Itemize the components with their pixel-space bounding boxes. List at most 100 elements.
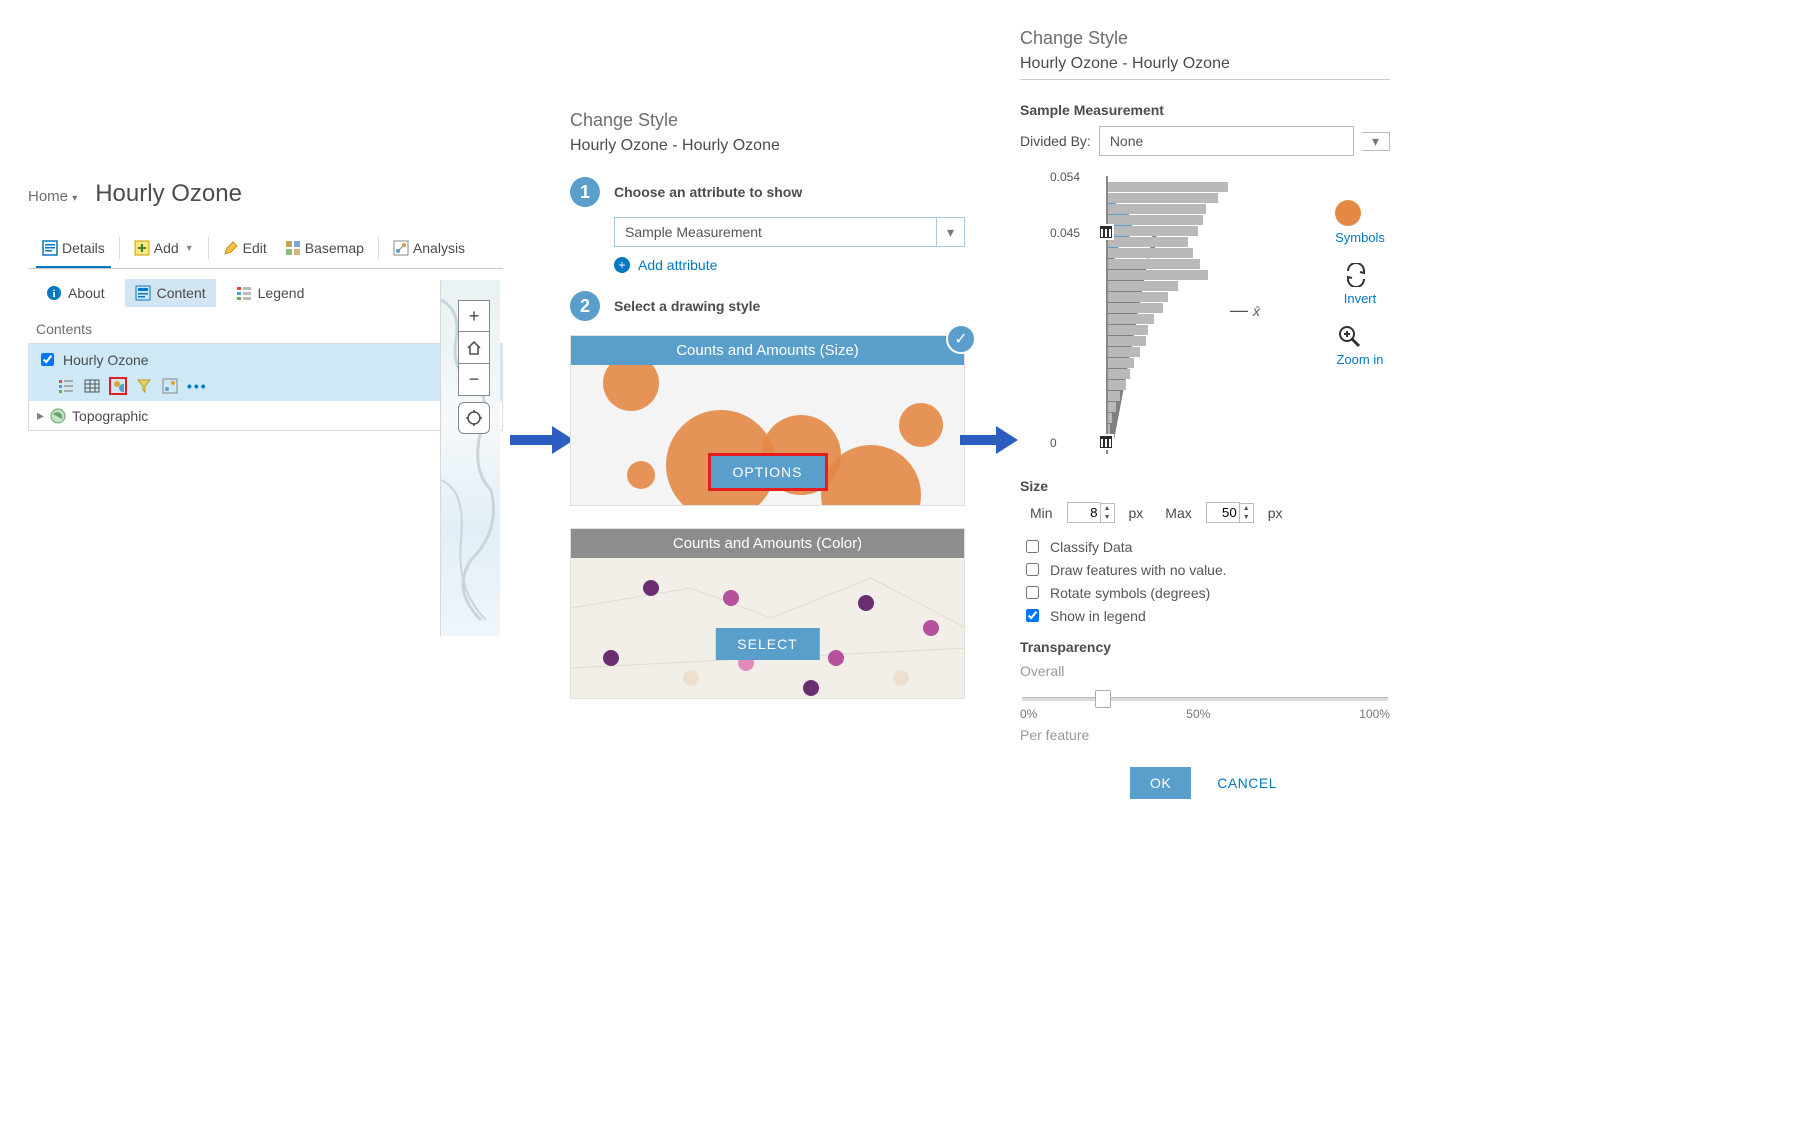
- hist-tick-bottom: 0: [1050, 436, 1057, 450]
- add-attribute-label: Add attribute: [638, 257, 717, 273]
- chevron-down-icon: ▼: [185, 243, 194, 253]
- perfeature-label: Per feature: [1020, 727, 1390, 743]
- transparency-slider[interactable]: [1022, 697, 1388, 701]
- step-1: 1 Choose an attribute to show: [570, 177, 965, 207]
- px-label-2: px: [1268, 505, 1283, 521]
- max-size-input[interactable]: ▲▼: [1206, 502, 1254, 523]
- chevron-down-icon[interactable]: ▾: [1362, 132, 1390, 151]
- change-style-tool-icon[interactable]: [109, 377, 127, 395]
- select-button[interactable]: SELECT: [715, 628, 819, 660]
- legend-row[interactable]: Show in legend: [1022, 606, 1390, 625]
- slider-thumb[interactable]: [1095, 690, 1111, 708]
- invert-tool[interactable]: Invert: [1344, 263, 1377, 306]
- style-counts-size-card[interactable]: ✓ Counts and Amounts (Size) OPTIONS: [570, 335, 965, 506]
- ok-button[interactable]: OK: [1130, 767, 1191, 799]
- filter-tool-icon[interactable]: [135, 377, 153, 395]
- map-title: Hourly Ozone: [95, 180, 242, 208]
- change-style-panel: Change Style Hourly Ozone - Hourly Ozone…: [570, 110, 965, 699]
- divided-by-row: Divided By: None ▾: [1020, 126, 1390, 156]
- content-icon: [135, 285, 151, 301]
- style-size-header: Counts and Amounts (Size): [571, 336, 964, 365]
- size-label: Size: [1020, 478, 1390, 494]
- classify-label: Classify Data: [1050, 539, 1132, 555]
- plus-icon: +: [614, 257, 630, 273]
- legend-tab[interactable]: Legend: [226, 279, 315, 307]
- basemap-globe-icon: [50, 408, 66, 424]
- rotate-checkbox[interactable]: [1026, 586, 1039, 599]
- divided-by-select[interactable]: None: [1099, 126, 1354, 156]
- change-style-heading: Change Style: [570, 110, 965, 131]
- style-counts-color-card[interactable]: Counts and Amounts (Color) SELECT: [570, 528, 965, 699]
- legend-checkbox[interactable]: [1026, 609, 1039, 622]
- classify-row[interactable]: Classify Data: [1022, 537, 1390, 556]
- symbols-tool[interactable]: Symbols: [1335, 200, 1385, 245]
- novalue-label: Draw features with no value.: [1050, 562, 1227, 578]
- edit-button[interactable]: Edit: [217, 234, 273, 268]
- flow-arrow-1: [510, 426, 574, 454]
- analysis-button[interactable]: Analysis: [387, 234, 471, 268]
- transparency-section: Overall 0% 50% 100% Per feature: [1020, 663, 1390, 743]
- max-spinner[interactable]: ▲▼: [1240, 503, 1254, 523]
- attribute-value: Sample Measurement: [614, 217, 937, 247]
- add-attribute-link[interactable]: + Add attribute: [614, 257, 965, 273]
- step-1-label: Choose an attribute to show: [614, 184, 802, 200]
- zoomin-label: Zoom in: [1337, 352, 1384, 367]
- tick-0: 0%: [1020, 707, 1037, 721]
- max-size-field[interactable]: [1206, 502, 1240, 523]
- locate-button[interactable]: [458, 402, 490, 434]
- upper-handle[interactable]: [1098, 224, 1114, 240]
- selected-check-icon: ✓: [946, 324, 976, 354]
- layer-visibility-checkbox[interactable]: [41, 353, 54, 366]
- min-size-input[interactable]: ▲▼: [1067, 502, 1115, 523]
- analysis-tool-icon[interactable]: [161, 377, 179, 395]
- divided-by-label: Divided By:: [1020, 133, 1091, 149]
- rotate-label: Rotate symbols (degrees): [1050, 585, 1210, 601]
- transparency-label: Transparency: [1020, 639, 1390, 655]
- attribute-select[interactable]: Sample Measurement ▾: [614, 217, 965, 247]
- novalue-checkbox[interactable]: [1026, 563, 1039, 576]
- lower-handle[interactable]: [1098, 434, 1114, 450]
- layer-hourly-ozone[interactable]: Hourly Ozone: [29, 344, 502, 375]
- add-button[interactable]: Add ▼: [128, 234, 200, 268]
- min-spinner[interactable]: ▲▼: [1101, 503, 1115, 523]
- details-tab[interactable]: Details: [36, 234, 111, 268]
- step-1-badge: 1: [570, 177, 600, 207]
- content-label: Content: [157, 285, 206, 301]
- chevron-down-icon[interactable]: ▾: [937, 217, 965, 247]
- about-tab[interactable]: i About: [36, 279, 115, 307]
- legend-label: Legend: [258, 285, 305, 301]
- overall-label: Overall: [1020, 663, 1390, 679]
- step-2-label: Select a drawing style: [614, 298, 760, 314]
- zoomin-tool[interactable]: Zoom in: [1337, 324, 1384, 367]
- svg-text:i: i: [52, 288, 55, 300]
- rotate-row[interactable]: Rotate symbols (degrees): [1022, 583, 1390, 602]
- more-options-button[interactable]: •••: [187, 378, 208, 394]
- symbol-tools: Symbols Invert Zoom in: [1330, 200, 1390, 367]
- legend-tool-icon[interactable]: [57, 377, 75, 395]
- layer-tool-row: •••: [29, 375, 502, 401]
- details-icon: [42, 240, 58, 256]
- size-section: Size Min ▲▼ px Max ▲▼ px: [1020, 478, 1390, 523]
- basemap-label: Basemap: [305, 240, 364, 256]
- style-size-preview: OPTIONS: [571, 365, 964, 505]
- cancel-button[interactable]: CANCEL: [1217, 775, 1277, 791]
- options-subtitle: Hourly Ozone - Hourly Ozone: [1020, 55, 1390, 80]
- home-link[interactable]: Home ▾: [28, 188, 77, 205]
- add-label: Add: [154, 240, 179, 256]
- options-button[interactable]: OPTIONS: [707, 453, 827, 491]
- novalue-row[interactable]: Draw features with no value.: [1022, 560, 1390, 579]
- attribute-section-label: Sample Measurement: [1020, 102, 1390, 118]
- min-size-field[interactable]: [1067, 502, 1101, 523]
- expand-icon[interactable]: ▸: [37, 407, 44, 424]
- content-tab[interactable]: Content: [125, 279, 216, 307]
- table-tool-icon[interactable]: [83, 377, 101, 395]
- symbol-swatch-icon: [1335, 200, 1361, 226]
- basemap-button[interactable]: Basemap: [279, 234, 370, 268]
- classify-checkbox[interactable]: [1026, 540, 1039, 553]
- add-icon: [134, 240, 150, 256]
- home-extent-button[interactable]: [458, 332, 490, 364]
- layer-topographic[interactable]: ▸ Topographic: [29, 401, 502, 430]
- zoom-out-button[interactable]: −: [458, 364, 490, 396]
- zoom-in-button[interactable]: +: [458, 300, 490, 332]
- px-label-1: px: [1129, 505, 1144, 521]
